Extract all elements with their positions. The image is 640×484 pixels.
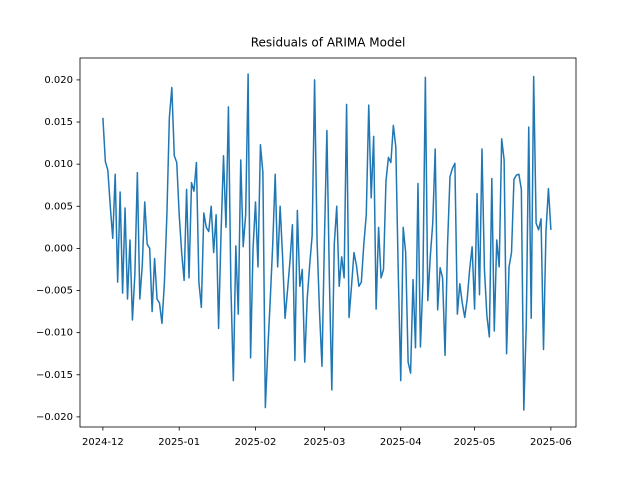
x-tick-label: 2025-05 [454,437,496,448]
axes-frame [79,57,577,428]
y-tick-label: −0.005 [36,286,73,297]
x-tick-label: 2025-03 [304,437,346,448]
y-tick-label: 0.000 [44,243,73,254]
x-tick-label: 2024-12 [82,437,124,448]
y-tick-label: 0.015 [44,117,73,128]
x-tick-label: 2025-06 [530,437,572,448]
x-tick-label: 2025-04 [380,437,422,448]
y-tick-label: −0.010 [36,328,73,339]
y-tick-label: 0.005 [44,201,73,212]
y-tick-label: −0.015 [36,370,73,381]
chart-title: Residuals of ARIMA Model [251,36,406,50]
y-tick-label: 0.020 [44,75,73,86]
line-series [102,73,552,411]
x-tick-label: 2025-01 [158,437,200,448]
x-tick-label: 2025-02 [235,437,277,448]
y-tick-label: 0.010 [44,159,73,170]
y-tick-label: −0.020 [36,412,73,423]
